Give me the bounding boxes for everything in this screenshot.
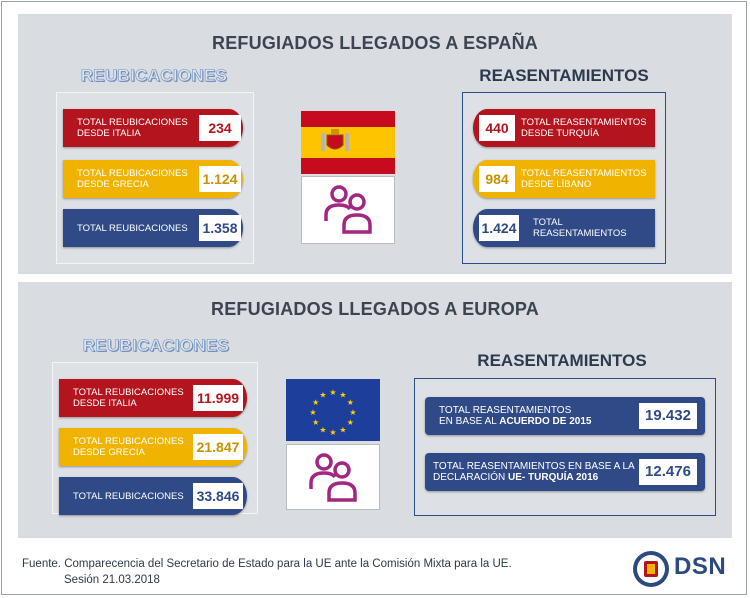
svg-text:★: ★: [339, 391, 346, 400]
spain-panel: REFUGIADOS LLEGADOS A ESPAÑA REUBICACION…: [18, 14, 732, 274]
svg-text:★: ★: [312, 398, 319, 407]
europe-reas-declaracion: TOTAL REASENTAMIENTOS EN BASE A LA DECLAR…: [425, 453, 705, 491]
people-icon: [324, 185, 372, 234]
label: TOTAL REASENTAMIENTOS EN BASE A LA DECLAR…: [433, 461, 635, 483]
people-icon: [309, 453, 357, 502]
spain-reubicaciones-box: TOTAL REUBICACIONES DESDE ITALIA 234 TOTA…: [56, 92, 254, 264]
svg-text:★: ★: [319, 391, 326, 400]
spain-reas-turquia: 440 TOTAL REASENTAMIENTOS DESDE TURQUÍA: [473, 109, 655, 147]
europe-reas-acuerdo: TOTAL REASENTAMIENTOS EN BASE AL ACUERDO …: [425, 397, 705, 435]
europe-panel: REFUGIADOS LLEGADOS A EUROPA REUBICACION…: [18, 282, 732, 538]
value: 440: [479, 115, 515, 141]
svg-text:★: ★: [309, 408, 316, 417]
spain-reub-total: TOTAL REUBICACIONES 1.358: [63, 209, 243, 247]
label: TOTAL REUBICACIONES DESDE GRECIA: [77, 168, 188, 190]
source-line-2: Sesión 21.03.2018: [64, 574, 160, 586]
label: TOTAL REUBICACIONES DESDE ITALIA: [73, 387, 184, 409]
europe-reasentamientos-heading: REASENTAMIENTOS: [477, 351, 647, 370]
europe-people-card: [286, 444, 380, 510]
europe-reub-italia: TOTAL REUBICACIONES DESDE ITALIA 11.999: [59, 379, 247, 417]
spain-reubicaciones-heading: REUBICACIONES: [80, 66, 228, 86]
value: 1.124: [199, 166, 241, 192]
spain-reub-grecia: TOTAL REUBICACIONES DESDE GRECIA 1.124: [63, 160, 243, 198]
label: TOTAL REASENTAMIENTOS DESDE TURQUÍA: [521, 117, 647, 139]
spain-people-card: [301, 176, 395, 244]
svg-text:★: ★: [329, 388, 336, 397]
svg-text:★: ★: [319, 425, 326, 434]
dsn-seal-icon: [633, 551, 669, 587]
value: 11.999: [193, 385, 243, 411]
value: 33.846: [193, 483, 243, 509]
source-line-1: Fuente. Comparecencia del Secretario de …: [22, 558, 512, 570]
eu-flag-icon: ★ ★ ★ ★ ★ ★ ★ ★ ★ ★ ★ ★: [286, 379, 380, 441]
source-note: Fuente. Comparecencia del Secretario de …: [22, 556, 512, 588]
value: 21.847: [193, 434, 243, 460]
europe-reasentamientos-box: TOTAL REASENTAMIENTOS EN BASE AL ACUERDO …: [414, 378, 716, 516]
label: TOTAL REUBICACIONES: [77, 223, 188, 234]
spain-flag-icon: [301, 111, 395, 174]
spain-title: REFUGIADOS LLEGADOS A ESPAÑA: [212, 33, 538, 53]
svg-text:★: ★: [347, 418, 354, 427]
spain-reasentamientos-box: 440 TOTAL REASENTAMIENTOS DESDE TURQUÍA 9…: [462, 92, 666, 264]
svg-text:★: ★: [329, 428, 336, 437]
europe-reubicaciones-heading: REUBICACIONES: [82, 336, 230, 356]
label: TOTAL REUBICACIONES: [73, 491, 184, 502]
spain-reub-italia: TOTAL REUBICACIONES DESDE ITALIA 234: [63, 109, 243, 147]
svg-text:★: ★: [312, 418, 319, 427]
value: 12.476: [639, 459, 697, 485]
label: TOTAL REASENTAMIENTOS DESDE LÍBANO: [521, 168, 647, 190]
svg-text:★: ★: [339, 425, 346, 434]
spain-reasentamientos-heading: REASENTAMIENTOS: [479, 66, 649, 85]
label: TOTAL REASENTAMIENTOS EN BASE AL ACUERDO …: [439, 405, 592, 427]
spain-reas-total: 1.424 TOTAL REASENTAMIENTOS: [473, 209, 655, 247]
spain-reas-libano: 984 TOTAL REASENTAMIENTOS DESDE LÍBANO: [473, 160, 655, 198]
label: TOTAL REUBICACIONES DESDE GRECIA: [73, 436, 184, 458]
value: 984: [479, 166, 515, 192]
svg-text:★: ★: [347, 398, 354, 407]
value: 234: [199, 115, 241, 141]
europe-title: REFUGIADOS LLEGADOS A EUROPA: [211, 299, 539, 319]
value: 1.358: [199, 215, 241, 241]
europe-reub-grecia: TOTAL REUBICACIONES DESDE GRECIA 21.847: [59, 428, 247, 466]
europe-reub-total: TOTAL REUBICACIONES 33.846: [59, 477, 247, 515]
value: 1.424: [479, 215, 519, 241]
label: TOTAL REUBICACIONES DESDE ITALIA: [77, 117, 188, 139]
label: TOTAL REASENTAMIENTOS: [533, 217, 627, 239]
value: 19.432: [639, 403, 697, 429]
svg-text:★: ★: [349, 408, 356, 417]
europe-reubicaciones-box: TOTAL REUBICACIONES DESDE ITALIA 11.999 T…: [52, 362, 258, 515]
dsn-logo-text: DSN: [674, 553, 727, 580]
